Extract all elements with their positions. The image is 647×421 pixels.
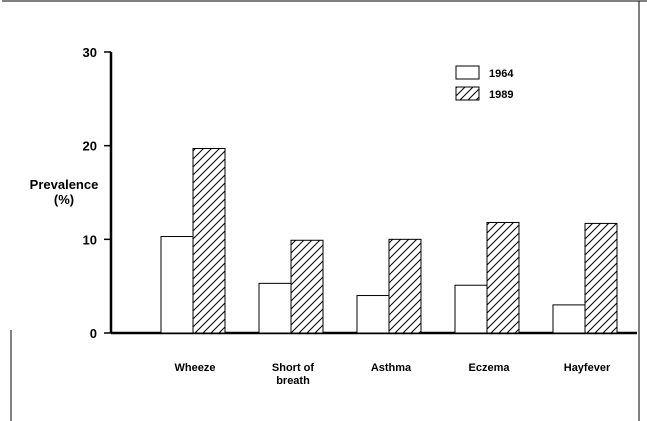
y-tick-label: 20 (83, 139, 97, 154)
bar-1989 (486, 221, 520, 334)
bar-1964 (258, 282, 292, 334)
bar-1989 (388, 238, 422, 334)
bar-1989 (192, 147, 226, 334)
y-axis-title-line: (%) (54, 192, 74, 207)
x-category-label: Asthma (371, 362, 412, 374)
x-category-label: breath (276, 375, 310, 387)
bar-1989 (584, 222, 618, 334)
x-category-label: Hayfever (564, 362, 611, 374)
y-tick-label: 0 (90, 326, 97, 341)
legend-label: 1964 (489, 68, 514, 80)
bar-1964 (160, 236, 194, 334)
y-tick-label: 30 (83, 45, 97, 60)
y-axis-title-line: Prevalence (30, 177, 99, 192)
x-category-label: Short of (272, 362, 314, 374)
legend-swatch-1989 (455, 86, 480, 101)
legend-label: 1989 (489, 89, 513, 101)
y-tick-label: 10 (83, 232, 97, 247)
x-category-label: Eczema (469, 362, 511, 374)
bar-1989 (290, 239, 324, 334)
bar-1964 (454, 284, 488, 334)
legend-swatch-1964 (455, 65, 480, 80)
bar-1964 (356, 295, 390, 334)
bar-1964 (552, 304, 586, 334)
x-category-label: Wheeze (175, 362, 216, 374)
plot-area: 0 10 20 30 Prevalence(%) Wheeze Short ofbreath… (30, 45, 637, 387)
